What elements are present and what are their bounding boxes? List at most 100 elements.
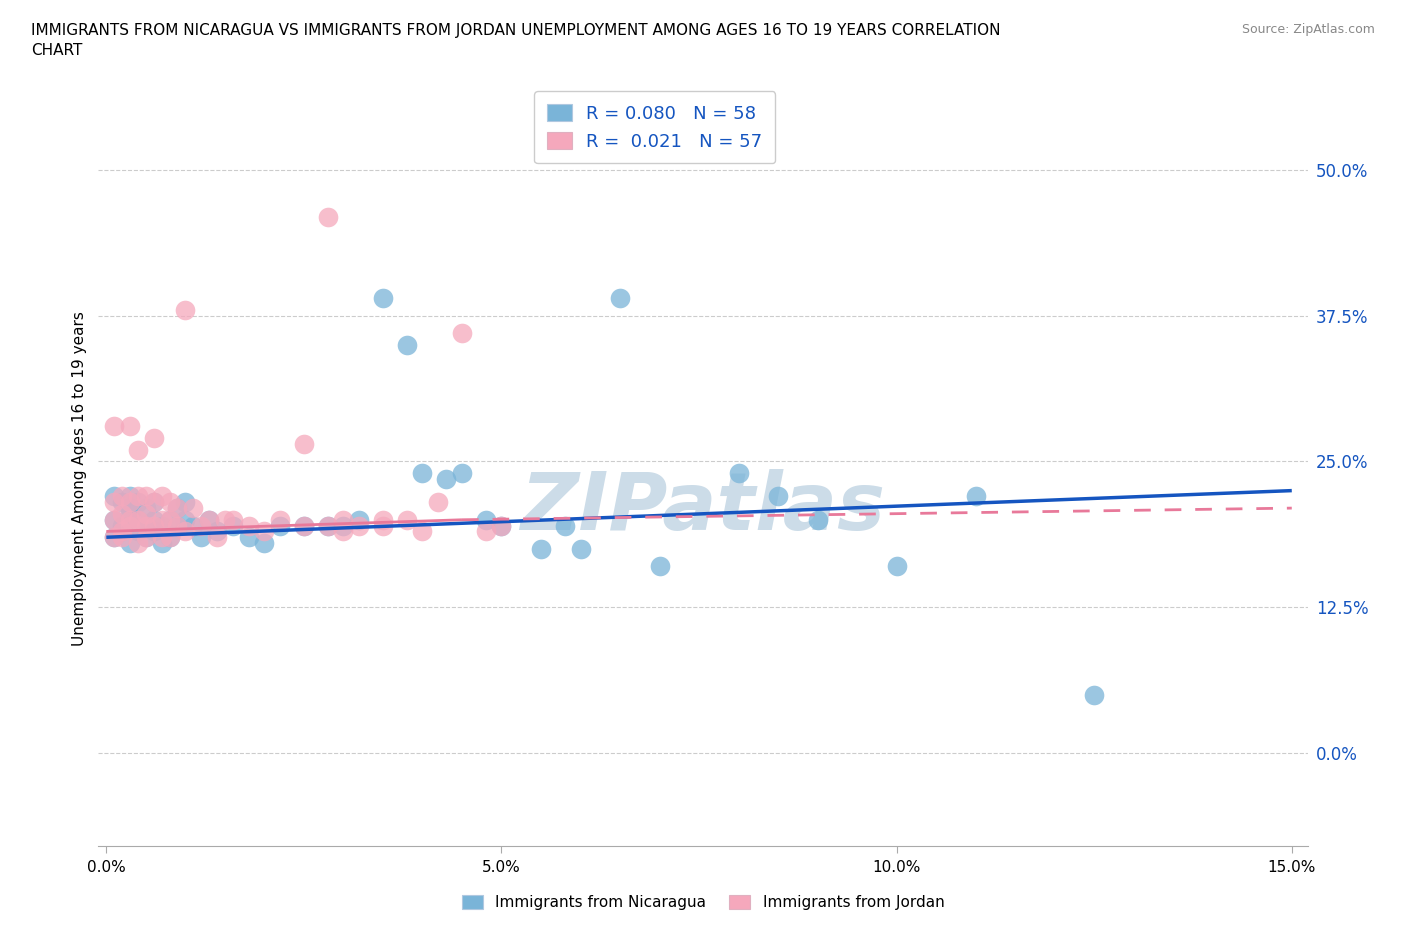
Point (411, 466, 433, 481)
Point (118, 419, 141, 434)
Point (395, 338, 418, 352)
Point (103, 489, 125, 504)
Point (205, 530, 228, 545)
Point (103, 530, 125, 545)
Point (292, 518, 315, 533)
Point (127, 512, 149, 527)
Point (142, 518, 165, 533)
Point (253, 536, 276, 551)
Point (166, 500, 188, 515)
Legend: R = 0.080   N = 58, R =  0.021   N = 57: R = 0.080 N = 58, R = 0.021 N = 57 (534, 91, 775, 163)
Point (127, 536, 149, 551)
Point (205, 524, 228, 538)
Point (181, 518, 204, 533)
Point (965, 489, 987, 504)
Point (142, 495, 165, 510)
Point (371, 518, 394, 533)
Point (198, 512, 221, 527)
Point (135, 507, 157, 522)
Point (103, 512, 125, 527)
Point (118, 507, 141, 522)
Point (150, 536, 173, 551)
Point (103, 419, 125, 434)
Point (127, 489, 149, 504)
Point (159, 495, 181, 510)
Point (150, 530, 173, 545)
Point (127, 524, 149, 538)
Point (1083, 687, 1105, 702)
Point (142, 512, 165, 527)
Point (159, 512, 181, 527)
Point (111, 524, 134, 538)
Point (135, 489, 157, 504)
Point (766, 489, 789, 504)
Point (111, 489, 134, 504)
Point (135, 530, 157, 545)
Point (371, 512, 394, 527)
Point (111, 518, 134, 533)
Point (127, 443, 149, 458)
Point (127, 512, 149, 527)
Point (118, 536, 141, 551)
Point (159, 512, 181, 527)
Point (111, 530, 134, 545)
Point (159, 530, 181, 545)
Point (371, 291, 394, 306)
Point (807, 512, 830, 527)
Point (332, 524, 354, 538)
Point (269, 512, 291, 527)
Point (118, 518, 141, 533)
Point (159, 530, 181, 545)
Point (118, 500, 141, 515)
Point (530, 541, 553, 556)
Point (474, 524, 496, 538)
Point (150, 512, 173, 527)
Point (886, 559, 908, 574)
Point (118, 512, 141, 527)
Point (198, 512, 221, 527)
Point (491, 518, 513, 533)
Point (118, 518, 141, 533)
Point (332, 512, 354, 527)
Text: Source: ZipAtlas.com: Source: ZipAtlas.com (1241, 23, 1375, 36)
Y-axis label: Unemployment Among Ages 16 to 19 years: Unemployment Among Ages 16 to 19 years (72, 312, 87, 646)
Point (474, 512, 496, 527)
Point (166, 518, 188, 533)
Point (190, 518, 212, 533)
Point (316, 518, 339, 533)
Text: ZIPatlas: ZIPatlas (520, 470, 886, 548)
Point (316, 209, 339, 224)
Point (609, 291, 631, 306)
Point (238, 518, 260, 533)
Point (174, 302, 197, 317)
Point (103, 530, 125, 545)
Point (222, 518, 245, 533)
Point (111, 495, 134, 510)
Point (142, 431, 165, 445)
Point (181, 500, 204, 515)
Point (648, 559, 671, 574)
Point (451, 466, 474, 481)
Point (238, 530, 260, 545)
Point (135, 500, 157, 515)
Point (103, 512, 125, 527)
Point (174, 524, 197, 538)
Point (316, 518, 339, 533)
Point (332, 518, 354, 533)
Point (111, 524, 134, 538)
Point (292, 436, 315, 451)
Point (214, 512, 236, 527)
Point (118, 489, 141, 504)
Point (347, 512, 370, 527)
Point (166, 518, 188, 533)
Point (127, 495, 149, 510)
Point (222, 512, 245, 527)
Point (491, 518, 513, 533)
Point (727, 466, 749, 481)
Point (427, 495, 450, 510)
Point (411, 524, 433, 538)
Point (253, 524, 276, 538)
Point (292, 518, 315, 533)
Point (142, 495, 165, 510)
Point (434, 472, 457, 486)
